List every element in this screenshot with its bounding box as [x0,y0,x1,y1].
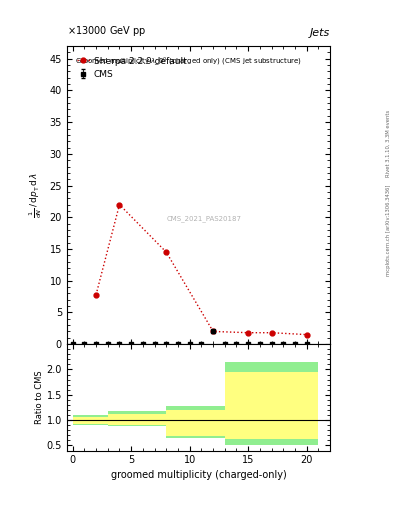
Text: CMS_2021_PAS20187: CMS_2021_PAS20187 [166,216,241,222]
Sherpa 2.2.9 default [164,249,169,255]
Sherpa 2.2.9 default [117,202,122,208]
Line: Sherpa 2.2.9 default: Sherpa 2.2.9 default [94,202,309,337]
Sherpa 2.2.9 default [304,332,309,338]
Y-axis label: $\frac{1}{\mathrm{d}N}\,/\,\mathrm{d}p_\mathrm{T}\,\mathrm{d}\,\lambda$: $\frac{1}{\mathrm{d}N}\,/\,\mathrm{d}p_\… [27,172,44,218]
Sherpa 2.2.9 default [94,292,98,298]
Text: Rivet 3.1.10, 3.3M events: Rivet 3.1.10, 3.3M events [386,110,391,177]
Text: Jets: Jets [310,28,330,38]
Text: Groomed multiplicity $\lambda\_0^0$ (charged only) (CMS jet substructure): Groomed multiplicity $\lambda\_0^0$ (cha… [75,55,302,68]
Sherpa 2.2.9 default [246,330,251,336]
Text: mcplots.cern.ch [arXiv:1306.3436]: mcplots.cern.ch [arXiv:1306.3436] [386,185,391,276]
Legend: Sherpa 2.2.9 default, CMS: Sherpa 2.2.9 default, CMS [77,56,187,79]
Text: $\times$13000 GeV pp: $\times$13000 GeV pp [67,25,146,38]
Y-axis label: Ratio to CMS: Ratio to CMS [35,371,44,424]
X-axis label: groomed multiplicity (charged-only): groomed multiplicity (charged-only) [110,470,286,480]
Sherpa 2.2.9 default [211,328,215,334]
Sherpa 2.2.9 default [269,330,274,336]
